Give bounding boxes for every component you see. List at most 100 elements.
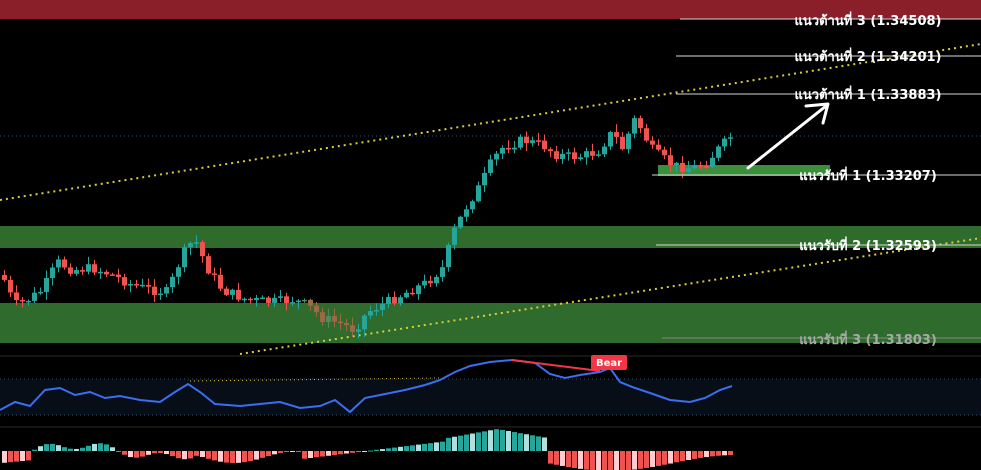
histogram-bar — [656, 451, 661, 466]
candle-body — [650, 140, 655, 145]
candle-body — [506, 147, 511, 150]
candle-body — [518, 136, 523, 148]
candle-body — [500, 147, 505, 154]
histogram-bar — [572, 451, 577, 468]
candle-body — [602, 146, 607, 155]
candle-body — [236, 289, 241, 300]
candle-body — [560, 153, 565, 159]
histogram-bar — [62, 447, 67, 451]
histogram-bar — [254, 451, 259, 460]
candle-body — [266, 297, 271, 303]
candle-body — [428, 280, 433, 284]
candle-body — [614, 132, 619, 137]
histogram-bar — [152, 451, 157, 454]
candle-body — [548, 149, 553, 152]
candle-body — [656, 144, 661, 150]
candle-body — [662, 149, 667, 156]
candle-body — [110, 274, 115, 276]
candle-body — [326, 316, 331, 323]
histogram-bar — [446, 437, 451, 451]
rsi-line — [0, 358, 733, 414]
candle-body — [242, 298, 247, 301]
candle-body — [722, 138, 727, 147]
histogram-bar — [86, 445, 91, 451]
histogram-panel — [2, 429, 733, 470]
candle-layer — [2, 115, 733, 339]
histogram-bar — [470, 433, 475, 451]
histogram-bar — [374, 449, 379, 451]
candle-body — [344, 322, 349, 326]
histogram-bar — [548, 451, 553, 464]
histogram-bar — [506, 430, 511, 451]
candle-body — [530, 140, 535, 144]
level-label-2: แนวต้านที่ 2 (1.34201) — [795, 47, 942, 65]
candle-body — [26, 300, 31, 303]
histogram-bar — [416, 444, 421, 451]
candle-body — [542, 140, 547, 150]
candle-body — [188, 243, 193, 248]
candle-body — [332, 316, 337, 322]
candle-body — [410, 292, 415, 295]
histogram-bar — [602, 451, 607, 470]
histogram-bar — [680, 451, 685, 462]
histogram-bar — [194, 451, 199, 456]
histogram-bar — [284, 451, 289, 452]
histogram-bar — [140, 451, 145, 457]
histogram-bar — [524, 434, 529, 451]
candle-body — [350, 325, 355, 332]
histogram-bar — [188, 451, 193, 459]
candle-body — [92, 264, 97, 273]
candle-body — [710, 157, 715, 167]
level-layer: แนวต้านที่ 3 (1.34508) แนวต้านที่ 2 (1.34… — [652, 11, 981, 348]
histogram-bar — [26, 451, 31, 461]
candle-body — [692, 165, 697, 169]
histogram-bar — [728, 451, 733, 456]
candle-body — [380, 303, 385, 311]
histogram-bar — [122, 451, 127, 455]
candle-body — [320, 312, 325, 323]
candle-body — [698, 165, 703, 167]
candle-body — [374, 310, 379, 312]
candle-body — [728, 137, 733, 139]
histogram-bar — [512, 432, 517, 451]
histogram-bar — [218, 451, 223, 462]
candle-body — [626, 133, 631, 150]
histogram-bar — [68, 448, 73, 451]
candle-body — [608, 132, 613, 147]
zone-layer — [0, 0, 981, 343]
histogram-bar — [596, 451, 601, 470]
histogram-bar — [380, 449, 385, 451]
level-label-3: แนวต้านที่ 1 (1.33883) — [795, 85, 942, 103]
grid-layer — [0, 135, 981, 428]
candle-body — [482, 172, 487, 186]
candle-body — [668, 155, 673, 166]
histogram-bar — [584, 451, 589, 470]
histogram-bar — [614, 451, 619, 470]
candle-body — [212, 273, 217, 275]
candle-body — [392, 297, 397, 304]
candle-body — [140, 284, 145, 287]
histogram-bar — [344, 451, 349, 454]
histogram-bar — [542, 437, 547, 451]
candle-body — [464, 209, 469, 217]
candle-body — [476, 185, 481, 202]
candle-body — [440, 267, 445, 277]
candle-body — [578, 157, 583, 160]
histogram-bar — [50, 443, 55, 451]
histogram-bar — [428, 443, 433, 451]
histogram-bar — [434, 442, 439, 451]
histogram-bar — [278, 451, 283, 453]
projection-arrow — [746, 102, 830, 170]
candle-body — [122, 277, 127, 286]
histogram-bar — [110, 447, 115, 451]
histogram-bar — [326, 451, 331, 456]
support-zone-3 — [0, 303, 981, 343]
histogram-bar — [590, 451, 595, 470]
histogram-bar — [560, 451, 565, 466]
histogram-bar — [212, 451, 217, 461]
candle-body — [248, 298, 253, 301]
level-label-1: แนวต้านที่ 3 (1.34508) — [795, 11, 942, 29]
candle-body — [488, 159, 493, 173]
histogram-bar — [422, 443, 427, 451]
